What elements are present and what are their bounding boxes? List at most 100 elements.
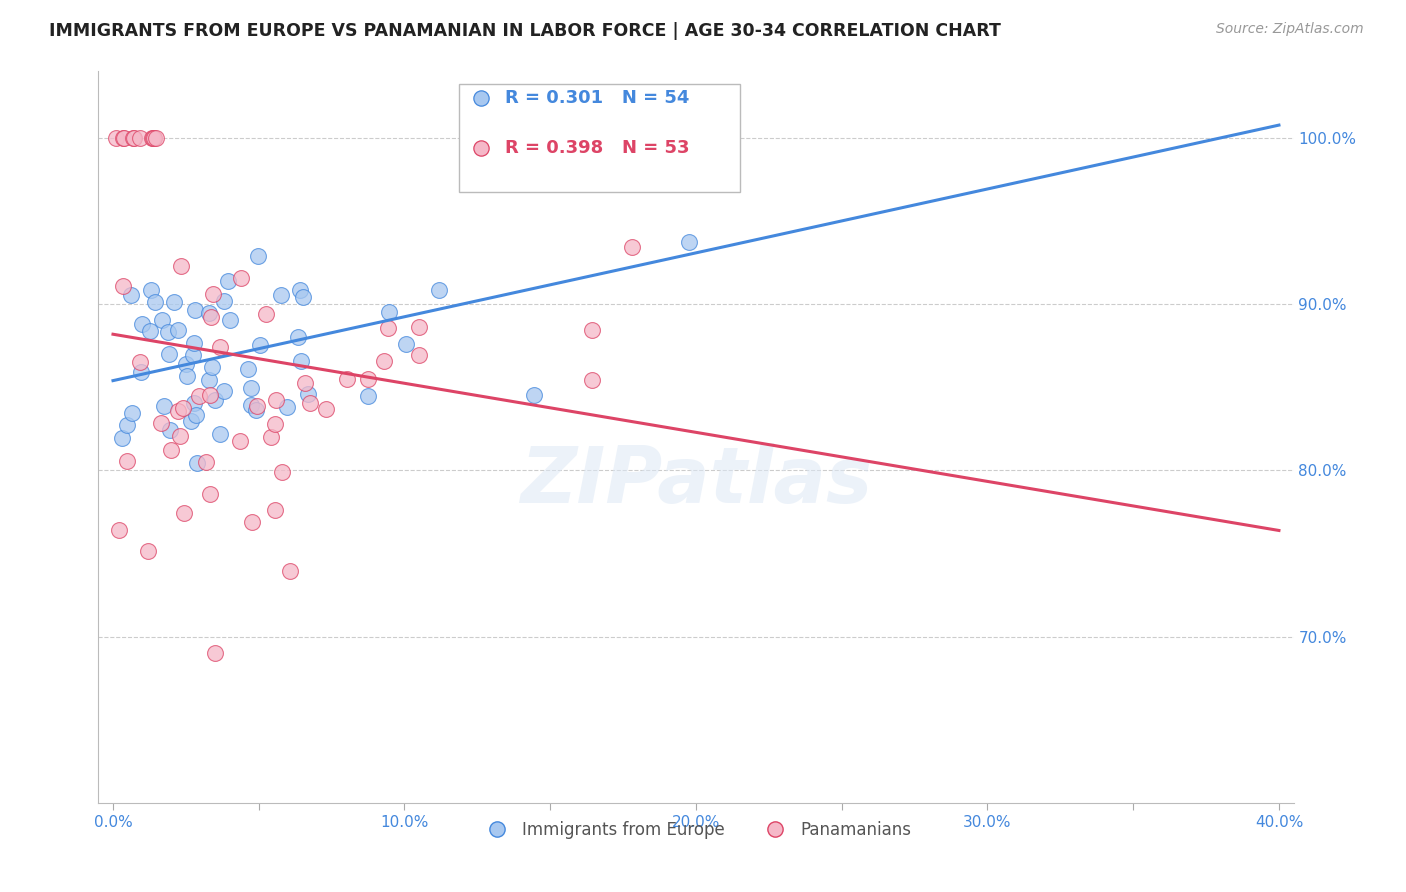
Point	[167, 404, 190, 418]
Point	[408, 319, 430, 334]
Point	[218, 313, 240, 327]
Point	[581, 373, 603, 387]
Point	[184, 408, 207, 422]
Point	[336, 371, 359, 385]
Point	[197, 306, 219, 320]
Point	[290, 353, 312, 368]
Text: R = 0.301   N = 54: R = 0.301 N = 54	[505, 89, 689, 107]
Point	[254, 307, 277, 321]
Point	[621, 240, 644, 254]
Point	[180, 414, 202, 428]
Text: ZIPatlas: ZIPatlas	[520, 443, 872, 519]
Point	[136, 544, 159, 558]
Point	[247, 249, 270, 263]
Point	[169, 259, 191, 273]
Point	[174, 357, 197, 371]
Point	[122, 131, 145, 145]
Text: IMMIGRANTS FROM EUROPE VS PANAMANIAN IN LABOR FORCE | AGE 30-34 CORRELATION CHAR: IMMIGRANTS FROM EUROPE VS PANAMANIAN IN …	[49, 22, 1001, 40]
Point	[121, 406, 143, 420]
Point	[229, 271, 252, 285]
Legend: Immigrants from Europe, Panamanians: Immigrants from Europe, Panamanians	[474, 814, 918, 846]
Point	[208, 340, 231, 354]
Point	[288, 284, 311, 298]
Point	[167, 322, 190, 336]
Point	[139, 324, 162, 338]
Point	[163, 294, 186, 309]
Point	[246, 399, 269, 413]
Point	[160, 442, 183, 457]
Point	[198, 373, 221, 387]
Point	[129, 366, 152, 380]
Point	[149, 416, 172, 430]
Point	[112, 131, 135, 145]
Point	[200, 310, 222, 324]
Point	[176, 369, 198, 384]
Point	[260, 429, 283, 443]
Point	[297, 387, 319, 401]
Point	[112, 131, 135, 145]
Point	[239, 398, 262, 412]
Point	[378, 304, 401, 318]
Point	[129, 131, 152, 145]
Point	[157, 347, 180, 361]
Point	[357, 372, 380, 386]
Point	[373, 354, 395, 368]
Point	[181, 348, 204, 362]
Point	[204, 392, 226, 407]
Point	[270, 288, 292, 302]
Point	[245, 402, 267, 417]
Point	[204, 646, 226, 660]
Point	[427, 283, 450, 297]
Point	[159, 424, 181, 438]
Point	[115, 417, 138, 432]
Point	[150, 313, 173, 327]
Point	[720, 139, 742, 153]
Point	[236, 362, 259, 376]
Point	[169, 429, 191, 443]
Point	[240, 381, 263, 395]
Point	[377, 321, 399, 335]
Point	[187, 389, 209, 403]
Point	[264, 502, 287, 516]
Point	[240, 515, 263, 529]
Point	[120, 287, 142, 301]
Point	[276, 400, 298, 414]
Point	[395, 336, 418, 351]
Point	[315, 402, 337, 417]
Point	[264, 417, 287, 431]
Point	[186, 456, 208, 470]
Point	[266, 393, 288, 408]
Point	[183, 396, 205, 410]
Point	[107, 523, 129, 537]
Point	[287, 330, 309, 344]
Point	[298, 396, 321, 410]
Point	[201, 359, 224, 374]
Point	[522, 388, 544, 402]
Point	[201, 287, 224, 301]
Point	[104, 131, 127, 145]
Point	[115, 454, 138, 468]
Point	[294, 376, 316, 390]
Point	[194, 455, 217, 469]
Point	[357, 389, 380, 403]
FancyBboxPatch shape	[460, 84, 740, 192]
Text: R = 0.398   N = 53: R = 0.398 N = 53	[505, 138, 689, 157]
Point	[128, 355, 150, 369]
Point	[143, 131, 166, 145]
Point	[212, 384, 235, 398]
Point	[142, 131, 165, 145]
Point	[122, 131, 145, 145]
Point	[143, 294, 166, 309]
Point	[139, 284, 162, 298]
Point	[200, 388, 222, 402]
Point	[152, 399, 174, 413]
Point	[131, 317, 153, 331]
Point	[141, 131, 163, 145]
Point	[208, 427, 231, 442]
Point	[581, 323, 603, 337]
Point	[173, 506, 195, 520]
Point	[408, 348, 430, 362]
Point	[292, 290, 315, 304]
Point	[678, 235, 700, 249]
Point	[145, 131, 167, 145]
